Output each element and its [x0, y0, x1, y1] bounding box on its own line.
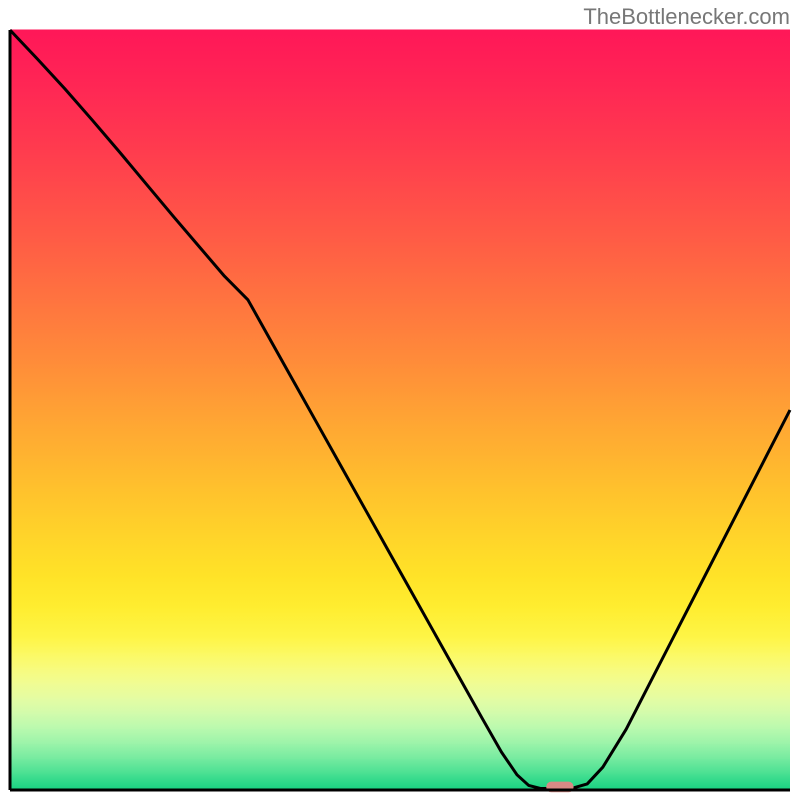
watermark-text: TheBottlenecker.com [583, 4, 790, 30]
gradient-background [10, 30, 790, 791]
bottleneck-chart [0, 0, 800, 800]
chart-container: TheBottlenecker.com [0, 0, 800, 800]
